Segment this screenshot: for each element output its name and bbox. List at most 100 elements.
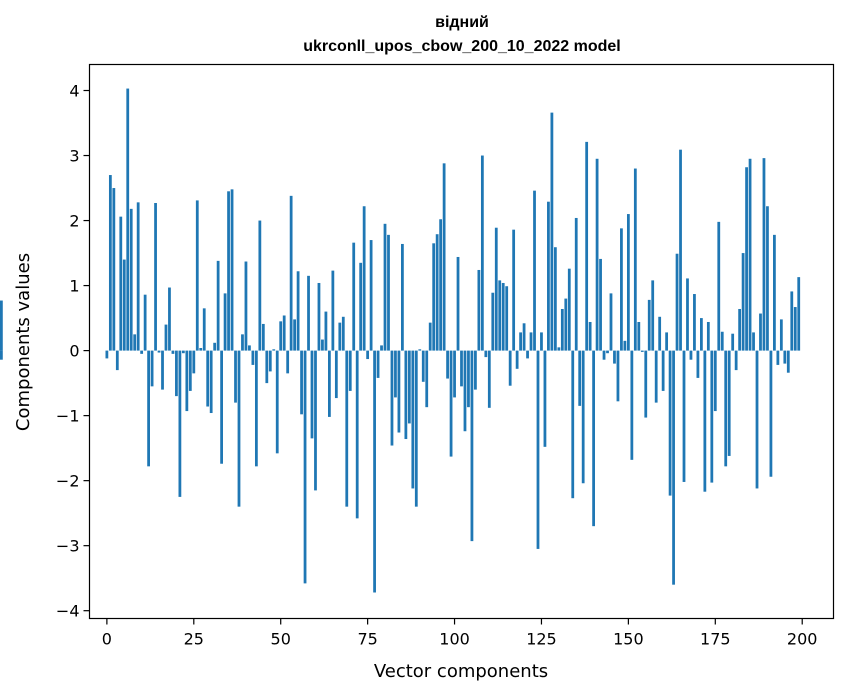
- bar: [369, 240, 373, 351]
- bar: [752, 332, 755, 351]
- bar: [122, 259, 126, 351]
- bar: [279, 321, 283, 351]
- bar: [786, 350, 790, 373]
- bar: [115, 350, 119, 371]
- bar: [248, 345, 251, 351]
- bar: [456, 256, 460, 351]
- bar: [0, 350, 3, 360]
- bar: [703, 350, 707, 492]
- bar: [157, 350, 161, 353]
- bar: [164, 324, 168, 351]
- bar: [533, 190, 536, 351]
- bar: [293, 319, 297, 351]
- bar: [508, 350, 512, 386]
- bar: [303, 350, 307, 584]
- bar: [133, 334, 137, 351]
- bar: [282, 315, 286, 351]
- bar: [195, 200, 199, 351]
- bar: [585, 141, 589, 351]
- bar: [404, 350, 408, 440]
- bar: [154, 203, 157, 351]
- bar: [230, 189, 234, 351]
- bar: [234, 350, 237, 403]
- bar: [745, 167, 748, 351]
- y-tick-label: 2: [69, 212, 79, 231]
- bar: [665, 332, 669, 351]
- bar: [140, 350, 144, 354]
- bar: [776, 350, 780, 365]
- bar: [633, 168, 637, 351]
- bar: [599, 258, 602, 351]
- bar: [411, 350, 415, 489]
- chart-title: відний: [435, 14, 489, 31]
- plot-frame: [88, 63, 835, 620]
- bar: [567, 268, 571, 351]
- bar: [272, 349, 276, 351]
- bar: [119, 216, 123, 351]
- bar: [592, 350, 595, 527]
- bar: [564, 298, 568, 351]
- bar: [321, 339, 324, 351]
- bar: [220, 350, 223, 464]
- bar: [700, 318, 703, 351]
- bar: [185, 350, 189, 412]
- x-tick-label: 100: [439, 630, 470, 649]
- bar: [223, 293, 227, 351]
- bar: [620, 228, 623, 351]
- bar: [547, 201, 550, 351]
- bar: [439, 219, 443, 351]
- bar: [237, 350, 241, 507]
- bar: [401, 243, 404, 351]
- bar: [679, 149, 682, 351]
- bar: [216, 260, 220, 351]
- bar: [414, 350, 418, 507]
- bar: [637, 321, 641, 351]
- x-tick-label: 175: [700, 630, 731, 649]
- bar: [345, 350, 349, 507]
- bar: [606, 350, 609, 354]
- bar: [268, 350, 272, 372]
- bar: [380, 345, 383, 351]
- bar: [553, 247, 557, 351]
- bar: [366, 350, 370, 360]
- bar: [178, 350, 182, 497]
- bar: [623, 340, 627, 351]
- bar: [126, 88, 130, 351]
- bar: [265, 350, 269, 384]
- x-tick-label: 150: [613, 630, 644, 649]
- y-axis-ticks: −4 −3 −2 −1 0 1 2 3 4: [56, 82, 90, 621]
- bar: [484, 350, 488, 358]
- bar: [275, 350, 279, 454]
- bar: [668, 350, 672, 496]
- bar: [296, 271, 300, 351]
- y-tick-label: 0: [69, 342, 79, 361]
- x-axis-label: Vector components: [374, 661, 548, 682]
- bar: [595, 158, 599, 351]
- bar: [658, 316, 662, 351]
- bar: [519, 332, 522, 351]
- bar: [397, 350, 401, 433]
- bar: [446, 350, 449, 379]
- bar: [338, 322, 342, 351]
- bar: [143, 294, 147, 351]
- bar: [560, 308, 564, 351]
- bar: [797, 277, 801, 351]
- bar: [616, 350, 620, 402]
- bar: [540, 332, 543, 351]
- bar: [651, 280, 655, 351]
- bar: [362, 206, 366, 351]
- bar: [696, 350, 700, 378]
- bar: [741, 253, 745, 351]
- bar: [334, 350, 338, 399]
- bar: [387, 234, 390, 351]
- bar: [487, 350, 491, 408]
- bar: [470, 350, 474, 542]
- bar: [136, 202, 140, 351]
- bar: [550, 112, 554, 351]
- bar: [609, 293, 613, 351]
- bar: [310, 350, 314, 439]
- bar: [383, 223, 387, 351]
- bar: [474, 350, 477, 390]
- bar: [460, 350, 463, 387]
- bar: [515, 350, 519, 369]
